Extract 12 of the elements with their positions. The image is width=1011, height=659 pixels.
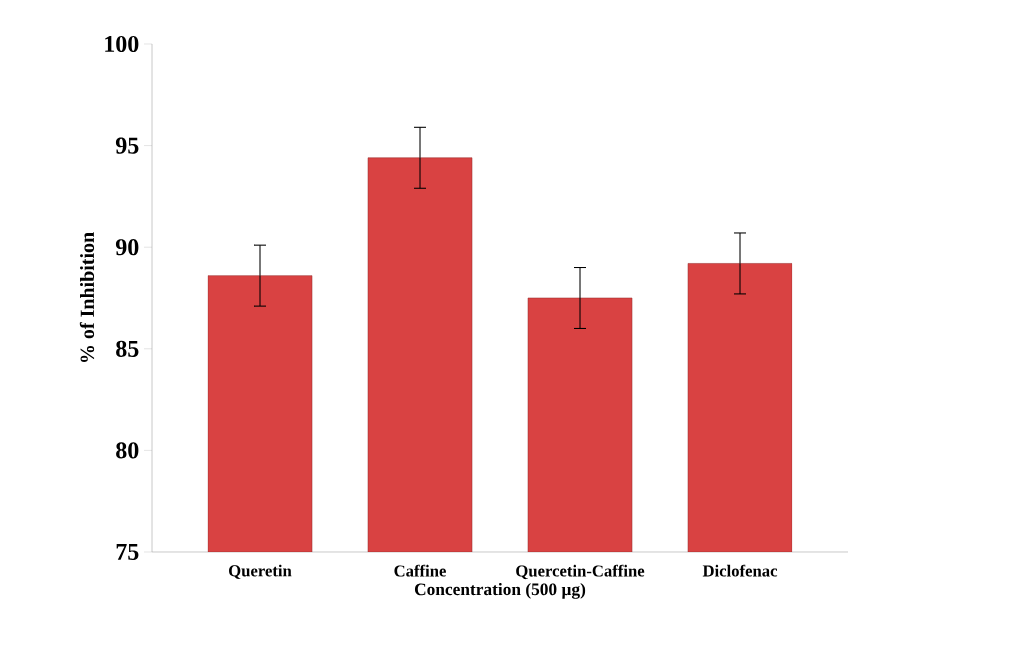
x-tick-label: Queretin [229,564,292,579]
y-tick-label: 75 [116,544,139,560]
y-tick-label: 85 [116,340,139,357]
y-tick-label: 90 [115,239,139,256]
y-tick-label: 80 [116,442,139,459]
y-tick-label: 100 [105,35,139,53]
x-axis-title: Concentration (500 µg) [414,582,586,599]
x-tick-label: Caffine [394,564,446,577]
x-tick-label: Diclofenac [702,564,778,577]
y-tick-label: 95 [115,137,139,154]
y-axis-title: % of Inhibition [79,232,95,363]
x-tick-label: Quercetin-Caffine [516,564,645,580]
